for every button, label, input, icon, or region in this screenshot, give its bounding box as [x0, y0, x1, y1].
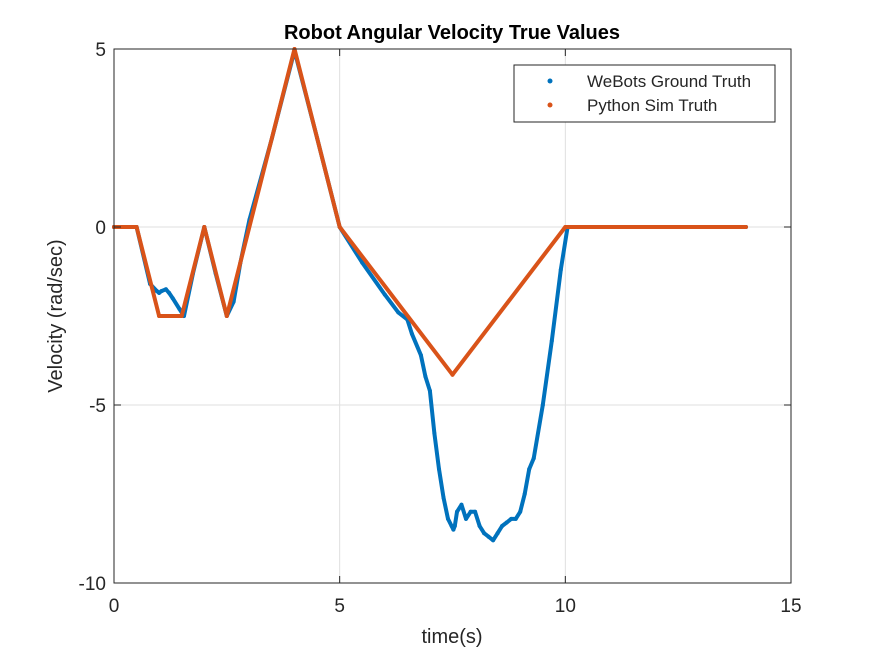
x-tick-label: 15: [780, 596, 801, 617]
data-point-series-0: [451, 527, 456, 532]
data-point-series-1: [134, 225, 139, 229]
data-point-series-1: [157, 314, 162, 318]
data-point-series-0: [382, 292, 387, 297]
data-point-series-0: [468, 509, 473, 514]
plot-area: [114, 49, 791, 583]
y-axis-label: Velocity (rad/sec): [45, 239, 67, 392]
data-point-series-0: [558, 267, 563, 272]
data-point-series-1: [337, 225, 342, 229]
data-point-series-0: [491, 538, 496, 543]
data-point-series-0: [437, 467, 441, 472]
y-tick-label: -5: [89, 396, 106, 417]
data-point-series-0: [423, 374, 428, 379]
data-point-series-0: [409, 331, 414, 336]
data-point-series-0: [449, 524, 454, 528]
data-point-series-0: [167, 290, 172, 295]
data-point-series-0: [163, 287, 168, 292]
data-point-series-0: [504, 520, 509, 525]
y-tick-label: 5: [95, 40, 106, 61]
legend-label-python: Python Sim Truth: [587, 96, 717, 115]
tick-marks: [113, 48, 792, 584]
series-layer: [112, 47, 748, 543]
x-tick-label: 10: [555, 596, 576, 617]
data-point-series-0: [446, 516, 450, 521]
data-point-series-0: [522, 492, 527, 496]
data-point-series-1: [224, 314, 229, 318]
tick-labels: 0 5 10 15 -10 -5 0 5: [79, 40, 802, 617]
x-tick-label: 0: [109, 596, 120, 617]
legend-label-webots: WeBots Ground Truth: [587, 72, 751, 91]
data-point-series-1: [563, 225, 568, 229]
data-point-series-0: [513, 516, 518, 521]
data-point-series-0: [432, 431, 437, 436]
data-point-series-0: [459, 502, 464, 507]
data-point-series-0: [360, 260, 365, 265]
data-point-series-0: [486, 534, 491, 539]
y-tick-label: -10: [79, 574, 106, 595]
axes-frame: [113, 48, 792, 584]
legend-marker-webots: [547, 78, 553, 84]
data-point-series-0: [531, 456, 536, 461]
data-point-series-0: [464, 516, 468, 521]
data-point-series-0: [418, 353, 423, 358]
data-point-series-0: [500, 524, 505, 528]
data-point-series-0: [527, 467, 532, 472]
chart-title: Robot Angular Velocity True Values: [284, 22, 620, 44]
data-point-series-1: [450, 372, 455, 377]
data-point-series-0: [452, 524, 457, 528]
data-point-series-0: [518, 509, 523, 514]
data-point-series-0: [455, 509, 459, 514]
data-point-series-1: [202, 225, 207, 229]
legend-marker-python: [547, 102, 553, 108]
x-tick-label: 5: [334, 596, 345, 617]
y-tick-label: 0: [95, 218, 106, 239]
x-axis-label: time(s): [421, 626, 482, 648]
legend: WeBots Ground Truth Python Sim Truth: [513, 64, 776, 123]
data-point-series-0: [540, 403, 545, 407]
data-point-series-1: [743, 225, 748, 229]
data-point-series-0: [396, 310, 401, 315]
data-point-series-0: [473, 509, 478, 514]
data-point-series-0: [177, 306, 182, 311]
data-point-series-0: [495, 531, 500, 536]
data-point-series-0: [549, 338, 554, 343]
data-point-series-0: [482, 531, 487, 536]
data-point-series-1: [179, 314, 184, 318]
data-point-series-0: [170, 296, 175, 301]
data-point-series-0: [427, 388, 432, 393]
data-point-series-0: [159, 289, 164, 294]
legend-box: [513, 64, 776, 123]
data-point-series-0: [477, 524, 482, 528]
data-point-series-0: [509, 516, 514, 521]
data-point-series-0: [441, 495, 446, 500]
